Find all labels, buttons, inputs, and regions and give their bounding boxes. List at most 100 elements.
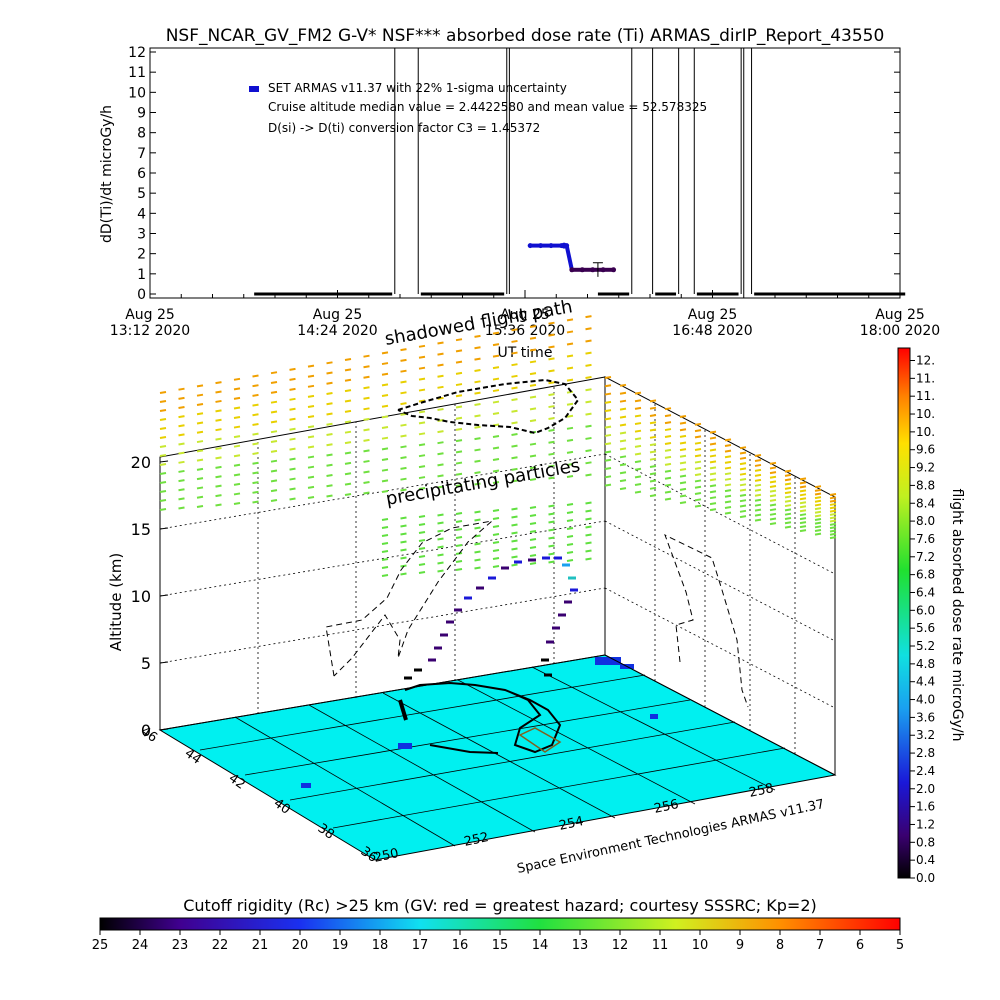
particle-streak — [566, 503, 574, 506]
particle-streak — [159, 409, 167, 412]
particle-streak — [289, 487, 296, 491]
particle-streak — [724, 511, 732, 515]
particle-streak — [724, 489, 732, 493]
particle-streak — [799, 493, 807, 497]
particle-streak — [529, 514, 537, 517]
particle-streak — [604, 442, 612, 446]
particle-streak — [307, 425, 315, 429]
particle-streak — [529, 538, 537, 541]
particle-streak — [400, 477, 407, 481]
z-tick-mark — [159, 460, 169, 463]
particle-streak — [664, 435, 672, 439]
particle-streak — [474, 425, 481, 429]
particle-streak — [829, 519, 837, 523]
particle-streak — [548, 428, 555, 432]
particle-streak — [455, 484, 463, 487]
figure-title: NSF_NCAR_GV_FM2 G-V* NSF*** absorbed dos… — [166, 26, 885, 46]
particle-streak — [289, 477, 296, 481]
particle-streak — [529, 522, 537, 525]
particle-streak — [634, 406, 642, 410]
particle-streak — [814, 521, 822, 525]
particle-streak — [619, 407, 627, 411]
particle-streak — [492, 435, 500, 439]
particle-streak — [178, 506, 185, 510]
particle-streak — [724, 460, 732, 464]
particle-streak — [289, 407, 296, 411]
particle-streak — [418, 571, 426, 574]
particle-streak — [634, 429, 642, 433]
particle-streak — [400, 369, 407, 373]
particle-streak — [511, 523, 518, 527]
particle-streak — [252, 461, 259, 465]
particle-streak — [381, 479, 389, 483]
particle-streak — [739, 483, 747, 487]
particle-streak — [289, 467, 296, 471]
particle-streak — [437, 463, 444, 467]
particle-streak — [289, 387, 296, 391]
particle-streak — [604, 425, 612, 429]
particle-streak — [400, 572, 407, 576]
particle-streak — [619, 479, 627, 483]
particle-streak — [566, 438, 574, 442]
particle-streak — [474, 346, 481, 350]
rigidity-tick-label: 10 — [692, 938, 709, 953]
particle-streak — [511, 421, 518, 425]
particle-streak — [619, 463, 627, 467]
particle-streak — [585, 461, 592, 465]
particle-streak — [829, 522, 837, 526]
particle-streak — [754, 513, 762, 517]
particle-streak — [694, 479, 702, 483]
particle-streak — [437, 553, 444, 557]
particle-streak — [529, 546, 537, 549]
particle-streak — [381, 566, 389, 569]
y-tick-label: 8 — [137, 126, 146, 142]
particle-streak — [769, 475, 777, 479]
particle-streak — [196, 421, 204, 425]
rigidity-tick-label: 25 — [92, 938, 109, 953]
particle-streak — [548, 452, 555, 456]
particle-streak — [585, 541, 592, 545]
particle-streak — [492, 557, 500, 560]
particle-streak — [679, 434, 687, 438]
particle-streak — [548, 416, 555, 420]
particle-streak — [400, 532, 407, 536]
particle-streak — [619, 383, 627, 387]
particle-streak — [754, 458, 762, 462]
particle-streak — [418, 432, 426, 436]
particle-streak — [619, 455, 627, 459]
rigidity-tick-label: 22 — [212, 938, 229, 953]
map-x-tick-label: 250 — [373, 846, 400, 866]
particle-streak — [709, 448, 717, 452]
particle-streak — [474, 566, 481, 570]
particle-streak — [233, 444, 241, 448]
particle-streak — [307, 394, 315, 398]
particle-streak — [418, 523, 426, 526]
particle-streak — [492, 541, 500, 544]
particle-streak — [769, 512, 777, 516]
particle-streak — [178, 387, 185, 391]
particle-streak — [455, 528, 463, 531]
particle-streak — [619, 431, 627, 435]
particle-streak — [511, 515, 518, 519]
dose-tick-label: 4.8 — [916, 657, 935, 671]
dose-tick-label: 2.0 — [916, 782, 935, 796]
particle-streak — [363, 417, 370, 421]
dose-tick-label: 0.0 — [916, 871, 935, 885]
particle-streak — [196, 402, 204, 406]
particle-streak — [381, 468, 389, 472]
dose-tick-label: 11. — [916, 371, 935, 385]
particle-streak — [326, 361, 333, 365]
z-tick-label: 15 — [131, 520, 151, 539]
particle-streak — [437, 352, 444, 356]
particle-streak — [664, 469, 672, 473]
particle-streak — [664, 428, 672, 432]
particle-streak — [196, 384, 204, 388]
particle-streak — [585, 473, 592, 477]
particle-streak — [455, 568, 463, 571]
particle-streak — [492, 343, 500, 347]
x-tick-label-time: 15:36 2020 — [485, 323, 565, 339]
particle-streak — [492, 331, 500, 335]
particle-streak — [649, 486, 657, 490]
particle-streak — [829, 526, 837, 530]
rigidity-colorbar — [99, 917, 901, 931]
